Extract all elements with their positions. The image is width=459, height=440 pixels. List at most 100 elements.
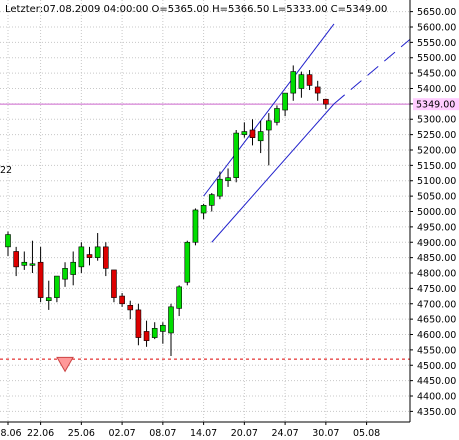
y-tick-label: 5250.00 [417,130,456,141]
candle-up [225,177,231,182]
header-close: C=5349.00 [331,4,388,15]
y-tick-label: 5050.00 [417,192,456,203]
y-tick-label: 5650.00 [417,7,456,18]
candle-up [184,241,191,283]
candle-down [13,251,19,268]
y-tick-label: 5450.00 [417,69,456,80]
y-tick-label: 4950.00 [417,222,456,233]
x-tick-label: 24.07 [271,428,298,439]
candle-down [249,129,256,138]
y-tick-label: 5150.00 [417,161,456,172]
candle-up [70,261,76,275]
x-tick-label: 14.07 [190,428,217,439]
candle-down [119,295,125,305]
y-tick-label: 4400.00 [417,392,456,403]
candle-up [160,324,166,332]
x-tick-label: 05.08 [353,428,380,439]
header-open: O=5365.00 [151,4,209,15]
y-tick-label: 5000.00 [417,207,456,218]
y-tick-label: 4750.00 [417,284,456,295]
candle-up [274,108,280,123]
y-tick-label: 4600.00 [417,330,456,341]
x-tick-label: 25.06 [68,428,95,439]
left-edge-label: 22 [0,165,12,176]
y-tick-label: 5550.00 [417,38,456,49]
y-tick-label: 4350.00 [417,407,456,418]
y-tick-label: 4900.00 [417,238,456,249]
y-axis-panel [410,0,459,440]
current-price-label-bg [413,98,459,111]
candle-up [168,306,174,334]
y-tick-label: 4700.00 [417,299,456,310]
current-price-value: 5349.00 [416,100,455,111]
candle-up [21,261,28,266]
candle-down [314,86,321,94]
header-high: H=5366.50 [212,4,269,15]
candle-down [323,98,329,105]
y-tick-label: 5100.00 [417,176,456,187]
chart-header: Letzter:07.08.2009 04:00:00 O=5365.00 H=53… [5,4,387,15]
candle-up [62,268,68,280]
candles [5,65,329,357]
sell-signal-marker [56,356,74,373]
y-tick-label: 4850.00 [417,253,456,264]
channel-upper-line [203,23,335,197]
candle-down [86,254,93,258]
candle-up [5,234,11,248]
candle-up [45,297,52,301]
candle-up [176,286,182,309]
candle-up [200,205,207,214]
y-tick-label: 5500.00 [417,53,456,64]
y-tick-label: 4500.00 [417,361,456,372]
header-low: L=5333.00 [272,4,327,15]
candle-up [241,131,248,135]
x-tick-label: 18.06 [0,428,22,439]
x-tick-label: 08.07 [149,428,176,439]
candle-up [282,92,288,111]
candle-up [298,74,305,89]
candle-up [265,120,272,131]
candle-up [54,275,60,298]
candle-up [217,178,223,197]
x-tick-label: 02.07 [108,428,135,439]
candle-up [78,246,85,268]
current-price-label: 5349.00 [413,98,459,111]
header-datetime: 07.08.2009 04:00:00 [43,4,148,15]
candle-up [290,71,297,94]
trend-channel [203,23,416,243]
candle-down [127,304,134,311]
candle-up [151,328,158,338]
y-tick-label: 4800.00 [417,269,456,280]
candle-down [103,246,109,269]
candle-down [143,331,150,341]
y-tick-label: 4450.00 [417,376,456,387]
candle-up [29,263,36,266]
markers [56,356,74,373]
candle-down [37,261,44,298]
candle-down [111,269,117,298]
y-tick-label: 5300.00 [417,115,456,126]
x-tick-label: 22.06 [27,428,54,439]
candle-up [94,246,101,258]
x-tick-label: 30.07 [312,428,339,439]
y-tick-label: 4550.00 [417,345,456,356]
channel-lower-line [211,103,335,243]
candle-up [257,131,264,142]
y-tick-label: 5200.00 [417,145,456,156]
channel-lower-extension [333,34,416,105]
x-axis: 18.06 22.06 25.06 02.07 08.07 14.07 20.07 24.07… [0,422,380,439]
x-tick-label: 20.07 [231,428,258,439]
y-axis: 5650.00 5600.00 5550.00 5500.00 5450.00 5400.… [410,7,456,418]
y-tick-label: 5400.00 [417,84,456,95]
candle-up [233,132,239,178]
candle-down [135,309,142,338]
candle-up [192,209,199,243]
header-label: Letzter: [5,4,43,15]
candle-up [208,194,215,206]
candle-down [306,74,313,86]
y-tick-label: 4650.00 [417,315,456,326]
y-tick-label: 5600.00 [417,22,456,33]
